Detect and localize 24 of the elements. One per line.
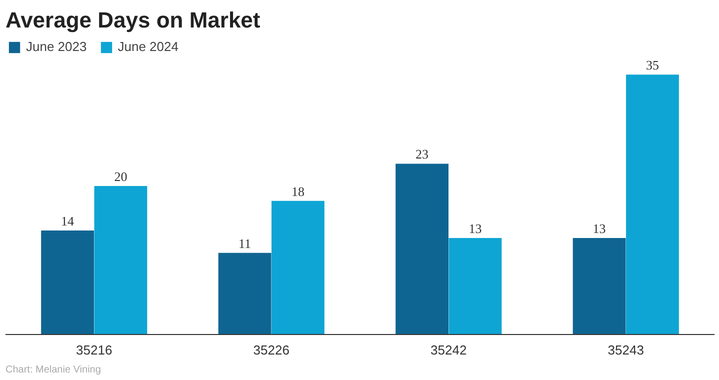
bar (626, 74, 679, 334)
bar (572, 238, 626, 334)
bar (218, 252, 272, 334)
data-label: 35 (646, 58, 659, 73)
bar (396, 164, 448, 334)
data-label: 14 (61, 214, 75, 229)
bar (94, 186, 148, 334)
x-tick-label: 35242 (430, 342, 467, 358)
bar (448, 238, 502, 334)
bar (272, 200, 324, 334)
data-label: 23 (416, 146, 429, 162)
text: Chart: Melanie Vining (6, 364, 101, 376)
x-tick-label: 35226 (253, 342, 290, 358)
data-label: 13 (468, 220, 482, 236)
data-label: 18 (291, 184, 304, 199)
legend-label: June 2024 (118, 39, 178, 54)
legend-label: June 2023 (26, 39, 87, 54)
x-tick-label: 35243 (608, 342, 644, 358)
data-label: 20 (114, 169, 128, 184)
data-label: 13 (592, 220, 606, 236)
chart-title: Average Days on Market (6, 8, 261, 32)
data-label: 11 (238, 236, 252, 251)
x-tick-label: 35216 (76, 342, 112, 358)
bar (41, 230, 94, 334)
